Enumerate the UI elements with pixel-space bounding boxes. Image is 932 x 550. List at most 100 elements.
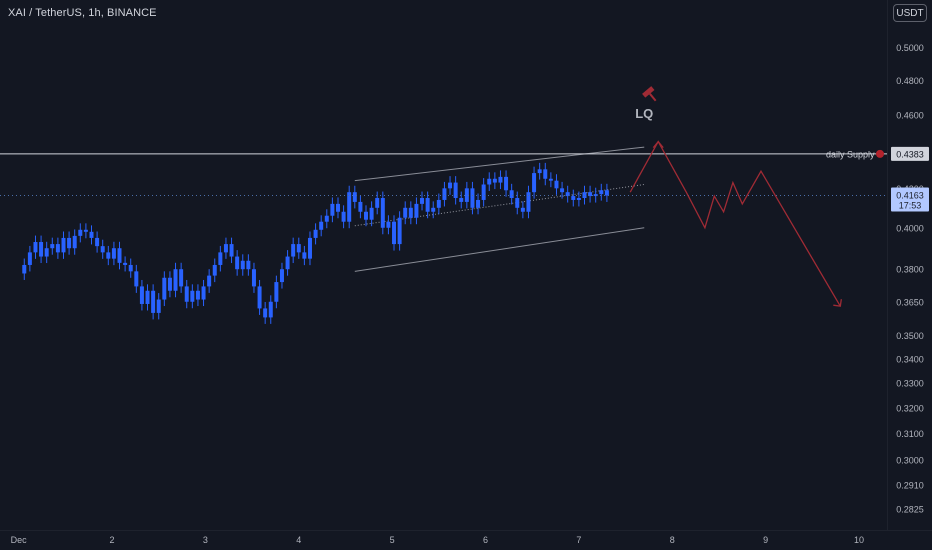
time-tick-label: 3 — [203, 535, 208, 545]
candle-body — [240, 260, 245, 270]
candle-body — [218, 252, 223, 265]
candle-body — [588, 192, 593, 197]
candle-body — [358, 201, 363, 212]
annotation-layer: LQ — [635, 86, 657, 121]
current-price-tag — [891, 187, 929, 212]
candle-body — [403, 207, 408, 218]
candle-body — [554, 180, 559, 189]
candle-body — [341, 211, 346, 222]
price-tick-label: 0.3800 — [896, 265, 924, 275]
candle-body — [89, 231, 94, 238]
candle-body — [442, 188, 447, 200]
candle-body — [593, 194, 598, 197]
candle-body — [397, 217, 402, 245]
candle-body — [576, 198, 581, 200]
candle-body — [307, 237, 312, 259]
time-tick-label: 8 — [670, 535, 675, 545]
currency-button[interactable]: USDT — [893, 4, 927, 22]
candle-body — [453, 182, 458, 199]
candle-body — [352, 192, 357, 202]
daily-supply-label: daily Supply — [826, 149, 875, 159]
candle-body — [201, 286, 206, 300]
current-price-text: 0.4163 — [896, 190, 924, 200]
candle-body — [173, 269, 178, 291]
candle-body — [330, 203, 335, 216]
candle-body — [44, 248, 49, 257]
candle-body — [156, 299, 161, 313]
candle-body — [386, 221, 391, 228]
time-tick-label: 5 — [390, 535, 395, 545]
candle-body — [392, 221, 397, 245]
symbol-title[interactable]: XAI / TetherUS, 1h, BINANCE — [8, 7, 157, 19]
candle-body — [560, 188, 565, 193]
candle-body — [543, 169, 548, 179]
candle-body — [67, 237, 72, 249]
candle-body — [190, 290, 195, 302]
price-tick-label: 0.3000 — [896, 456, 924, 466]
price-tick-label: 0.3650 — [896, 297, 924, 307]
candle-body — [420, 198, 425, 204]
candle-body — [492, 178, 497, 183]
candle-body — [22, 264, 27, 274]
candle-body — [279, 269, 284, 283]
candle-body — [128, 264, 133, 272]
price-tick-label: 0.3200 — [896, 404, 924, 414]
channel-upper-line — [354, 146, 645, 182]
projection-drawing — [629, 140, 842, 307]
candle-body — [408, 207, 413, 218]
candle-body — [464, 188, 469, 202]
candle-body — [509, 190, 514, 199]
candle-body — [268, 301, 273, 318]
time-axis-divider — [0, 530, 932, 531]
candle-body — [78, 229, 83, 236]
candle-body — [448, 182, 453, 189]
candle-body — [33, 242, 38, 253]
candle-body — [83, 229, 88, 232]
candle-body — [106, 252, 111, 259]
price-axis: 0.52000.50000.48000.46000.42000.40000.38… — [891, 11, 929, 514]
candle-body — [380, 198, 385, 228]
candle-body — [134, 271, 139, 287]
price-tick-label: 0.3100 — [896, 429, 924, 439]
candle-body — [481, 184, 486, 200]
candle-body — [117, 248, 122, 263]
candle-body — [39, 242, 44, 257]
candle-body — [515, 198, 520, 208]
candle-body — [347, 192, 352, 222]
candle-body — [313, 229, 318, 238]
candle-body — [425, 198, 430, 212]
candle-body — [470, 188, 475, 208]
candle-body — [207, 275, 212, 287]
hammer-icon — [642, 86, 657, 102]
time-axis: Dec 2 3 4 5 6 7 8 9 10 — [11, 535, 864, 545]
candle-body — [123, 262, 128, 265]
alert-dot — [876, 149, 884, 158]
candle-body — [223, 244, 228, 253]
candle-body — [599, 190, 604, 195]
price-tick-label: 0.3400 — [896, 355, 924, 365]
candle-body — [520, 207, 525, 212]
candle-body — [364, 211, 369, 220]
projection-arrow-down — [833, 299, 842, 307]
candle-body — [212, 264, 217, 276]
candle-body — [55, 244, 60, 253]
candle-body — [335, 203, 340, 212]
price-tick-label: 0.3300 — [896, 379, 924, 389]
time-tick-label: 2 — [110, 535, 115, 545]
candle-body — [61, 237, 66, 253]
candle-body — [548, 178, 553, 181]
candle-body — [27, 252, 32, 265]
candle-body — [145, 290, 150, 304]
time-tick-label: 10 — [854, 535, 864, 545]
price-tick-label: 0.3500 — [896, 331, 924, 341]
candle-body — [100, 246, 105, 253]
candle-body — [285, 256, 290, 270]
candle-body — [167, 277, 172, 291]
candle-body — [526, 192, 531, 212]
countdown-text: 17:53 — [899, 200, 922, 210]
candle-body — [162, 277, 167, 300]
candle-body — [274, 282, 279, 302]
candle-body — [319, 221, 324, 230]
